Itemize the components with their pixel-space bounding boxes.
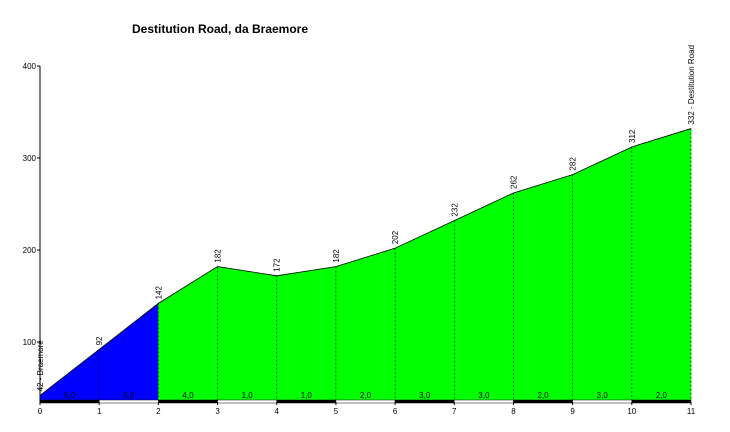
elevation-label: 262 [509, 175, 518, 189]
km-bar-segment [276, 399, 337, 404]
elevation-segment [335, 247, 396, 401]
elevation-segment [513, 174, 573, 401]
elevation-label: 42 - Braemore [36, 340, 45, 392]
elevation-label: 182 [214, 249, 223, 263]
km-bar-segment [158, 399, 218, 404]
elevation-segment [98, 302, 159, 401]
elevation-label: 232 [450, 203, 459, 217]
km-bar-segment [39, 399, 100, 404]
km-bar-segment [335, 399, 396, 404]
km-bar-segment [98, 399, 159, 404]
gradient-label: 5,0 [123, 391, 135, 400]
elevation-label: 312 [628, 129, 637, 143]
km-bar-segment [454, 399, 514, 404]
y-tick-label: 100 [23, 338, 37, 347]
x-tick-label: 8 [511, 407, 516, 416]
elevation-segment [572, 146, 633, 401]
x-tick-label: 5 [334, 407, 339, 416]
gradient-label: 2,0 [537, 391, 549, 400]
y-tick-label: 300 [23, 154, 37, 163]
x-tick-label: 1 [97, 407, 102, 416]
gradient-label: 4,0 [182, 391, 194, 400]
gradient-label: 1,0 [242, 391, 254, 400]
profile-line [39, 128, 692, 396]
gradient-label: 2,0 [360, 391, 372, 400]
gradient-label: 3,0 [419, 391, 431, 400]
x-tick-label: 6 [393, 407, 398, 416]
x-tick-label: 7 [452, 407, 457, 416]
km-bar-segment [513, 399, 573, 404]
elevation-label: 182 [332, 249, 341, 263]
chart-title: Destitution Road, da Braemore [132, 22, 308, 36]
km-bar-segment [394, 399, 455, 404]
x-tick-label: 2 [156, 407, 161, 416]
x-tick-label: 9 [570, 407, 575, 416]
elevation-segment [276, 266, 337, 401]
elevation-segment [158, 266, 218, 401]
gradient-label: 3,0 [478, 391, 490, 400]
x-tick-label: 0 [38, 407, 43, 416]
elevation-label: 202 [391, 230, 400, 244]
elevation-label: 172 [273, 258, 282, 272]
km-bar-segment [217, 399, 277, 404]
elevation-segment [217, 266, 277, 401]
x-tick-label: 11 [687, 407, 696, 416]
x-tick-label: 3 [215, 407, 220, 416]
km-bar-segment [631, 399, 692, 404]
gradient-label: 5,0 [64, 391, 76, 400]
elevation-segment [454, 192, 514, 401]
gradient-label: 3,0 [597, 391, 609, 400]
y-tick-label: 400 [23, 62, 37, 71]
elevation-label: 332 - Destitution Road [687, 45, 696, 125]
elevation-label: 92 [95, 336, 104, 345]
elevation-segment [631, 128, 692, 401]
x-tick-label: 4 [275, 407, 280, 416]
elevation-label: 142 [154, 285, 163, 299]
elevation-segment [394, 220, 455, 401]
km-bar-segment [572, 399, 633, 404]
gradient-label: 1,0 [301, 391, 313, 400]
y-tick-label: 200 [23, 246, 37, 255]
elevation-label: 282 [569, 157, 578, 171]
gradient-label: 2,0 [656, 391, 668, 400]
x-tick-label: 10 [627, 407, 636, 416]
